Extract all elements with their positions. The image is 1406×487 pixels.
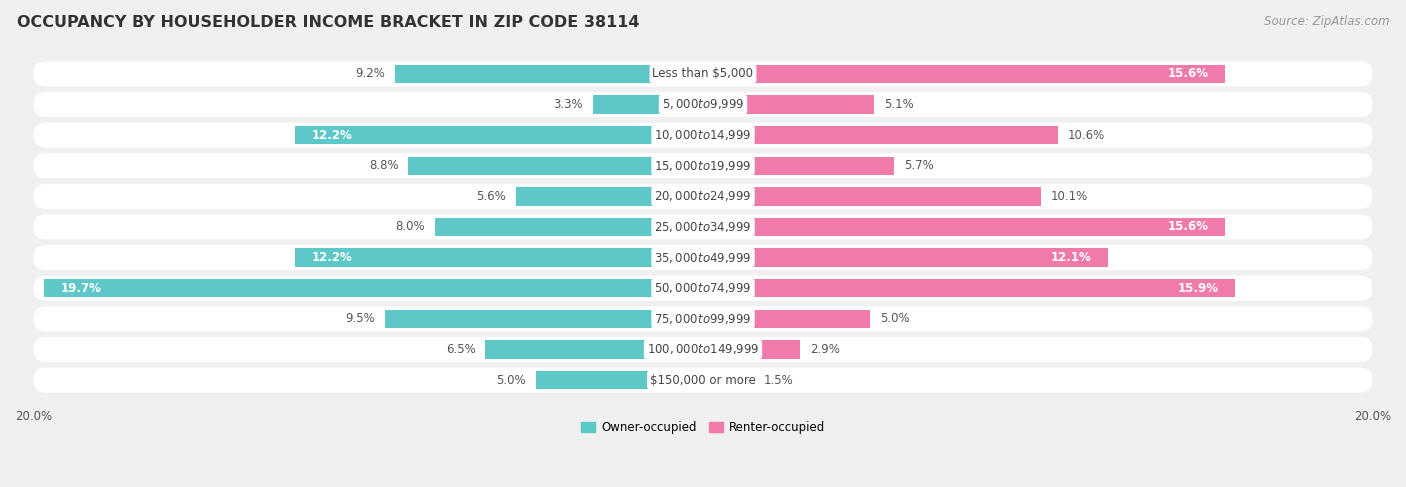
Text: 8.8%: 8.8% (368, 159, 398, 172)
Text: 10.1%: 10.1% (1052, 190, 1088, 203)
FancyBboxPatch shape (34, 153, 1372, 178)
Bar (436, 218, 703, 236)
Text: 3.3%: 3.3% (553, 98, 582, 111)
Bar (703, 371, 754, 389)
FancyBboxPatch shape (34, 368, 1372, 393)
Text: 5.7%: 5.7% (904, 159, 934, 172)
Text: $15,000 to $19,999: $15,000 to $19,999 (654, 159, 752, 173)
Text: 5.6%: 5.6% (475, 190, 506, 203)
Text: Less than $5,000: Less than $5,000 (652, 67, 754, 80)
Text: 15.9%: 15.9% (1177, 281, 1219, 295)
Bar (592, 95, 703, 113)
Bar (295, 126, 703, 144)
Text: 15.6%: 15.6% (1167, 221, 1208, 233)
Bar (516, 187, 703, 206)
Bar (703, 126, 1057, 144)
Text: $20,000 to $24,999: $20,000 to $24,999 (654, 189, 752, 204)
Text: 8.0%: 8.0% (395, 221, 425, 233)
Bar (703, 95, 873, 113)
Bar (409, 156, 703, 175)
Text: $100,000 to $149,999: $100,000 to $149,999 (647, 342, 759, 356)
Text: 5.0%: 5.0% (496, 374, 526, 387)
Bar (536, 371, 703, 389)
Text: 12.2%: 12.2% (311, 129, 352, 142)
Bar (703, 65, 1225, 83)
Text: 9.5%: 9.5% (346, 312, 375, 325)
FancyBboxPatch shape (34, 61, 1372, 86)
Text: $75,000 to $99,999: $75,000 to $99,999 (654, 312, 752, 326)
Text: $25,000 to $34,999: $25,000 to $34,999 (654, 220, 752, 234)
Text: 5.1%: 5.1% (884, 98, 914, 111)
Legend: Owner-occupied, Renter-occupied: Owner-occupied, Renter-occupied (576, 416, 830, 439)
Text: Source: ZipAtlas.com: Source: ZipAtlas.com (1264, 15, 1389, 28)
Bar (395, 65, 703, 83)
Text: OCCUPANCY BY HOUSEHOLDER INCOME BRACKET IN ZIP CODE 38114: OCCUPANCY BY HOUSEHOLDER INCOME BRACKET … (17, 15, 640, 30)
Text: 12.2%: 12.2% (311, 251, 352, 264)
FancyBboxPatch shape (34, 184, 1372, 209)
Text: $50,000 to $74,999: $50,000 to $74,999 (654, 281, 752, 295)
Bar (703, 310, 870, 328)
Bar (703, 156, 894, 175)
FancyBboxPatch shape (34, 245, 1372, 270)
Bar (703, 218, 1225, 236)
Text: 12.1%: 12.1% (1050, 251, 1091, 264)
Text: $35,000 to $49,999: $35,000 to $49,999 (654, 251, 752, 264)
Text: 5.0%: 5.0% (880, 312, 910, 325)
Bar (703, 187, 1040, 206)
Text: $5,000 to $9,999: $5,000 to $9,999 (662, 97, 744, 112)
Text: 19.7%: 19.7% (60, 281, 101, 295)
Bar (703, 279, 1236, 298)
Text: 10.6%: 10.6% (1067, 129, 1105, 142)
Bar (44, 279, 703, 298)
FancyBboxPatch shape (34, 306, 1372, 331)
FancyBboxPatch shape (34, 276, 1372, 301)
Text: 15.6%: 15.6% (1167, 67, 1208, 80)
Bar (295, 248, 703, 267)
Bar (385, 310, 703, 328)
Text: 9.2%: 9.2% (356, 67, 385, 80)
FancyBboxPatch shape (34, 214, 1372, 240)
Text: $150,000 or more: $150,000 or more (650, 374, 756, 387)
FancyBboxPatch shape (34, 123, 1372, 148)
Bar (485, 340, 703, 358)
Text: 1.5%: 1.5% (763, 374, 793, 387)
Text: 6.5%: 6.5% (446, 343, 475, 356)
FancyBboxPatch shape (34, 92, 1372, 117)
Bar (703, 248, 1108, 267)
Text: $10,000 to $14,999: $10,000 to $14,999 (654, 128, 752, 142)
Bar (703, 340, 800, 358)
Text: 2.9%: 2.9% (810, 343, 839, 356)
FancyBboxPatch shape (34, 337, 1372, 362)
